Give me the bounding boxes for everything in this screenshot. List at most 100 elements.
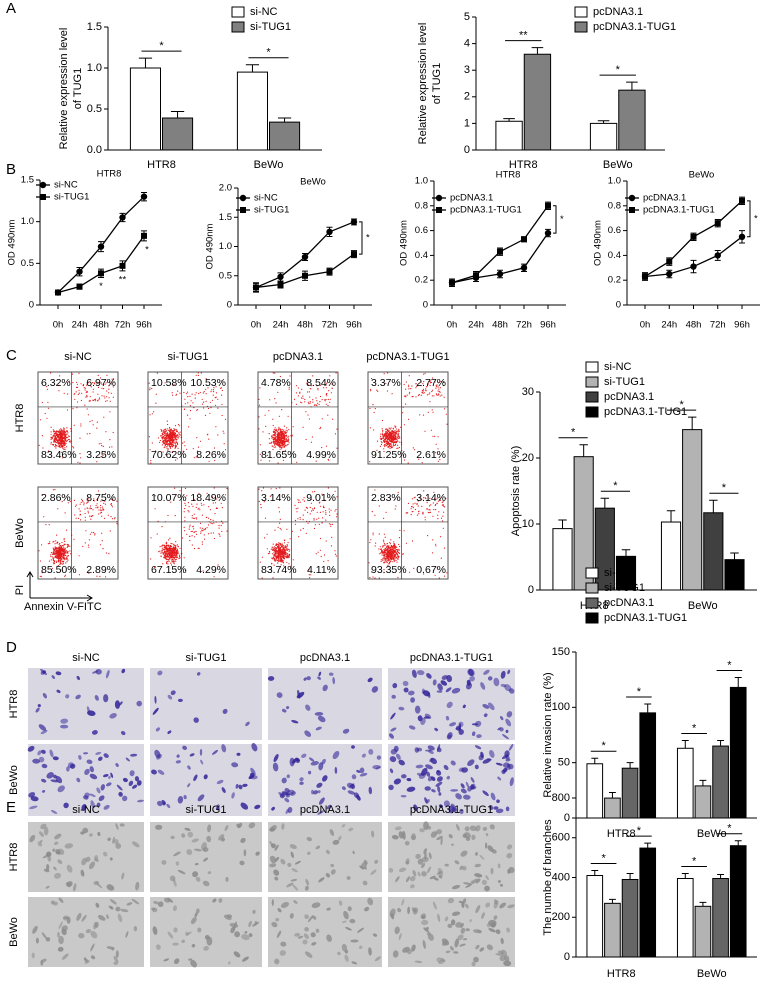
cell-dot <box>297 499 298 500</box>
cell-dot <box>385 554 386 555</box>
cell-dot <box>161 546 162 547</box>
cell-dot <box>165 429 166 430</box>
cell-dot <box>167 515 168 516</box>
cell-dot <box>397 558 398 559</box>
cell-dot <box>205 389 206 390</box>
cell-dot <box>89 433 90 434</box>
cell-dot <box>329 523 330 524</box>
cell-dot <box>55 549 56 550</box>
legend-label: pcDNA3.1-TUG1 <box>604 406 687 418</box>
quadrant-value: 2.86% <box>41 492 71 504</box>
cell-dot <box>59 436 60 437</box>
cell-dot <box>164 545 165 546</box>
cell-dot <box>286 441 287 442</box>
cell-dot <box>296 462 297 463</box>
cell-dot <box>328 399 329 400</box>
cell-dot <box>111 505 112 506</box>
bar <box>622 768 638 818</box>
cell-dot <box>221 531 222 532</box>
cell-dot <box>167 548 168 549</box>
cell-dot <box>281 445 282 446</box>
cell-dot <box>280 558 281 559</box>
cell-dot <box>94 534 95 535</box>
cell-dot <box>394 547 395 548</box>
cell-dot <box>272 435 273 436</box>
micrograph <box>150 668 262 740</box>
y-axis-label: OD 490nm <box>399 220 410 266</box>
cell-dot <box>384 373 385 374</box>
cell-dot <box>169 444 170 445</box>
cell-dot <box>287 444 288 445</box>
cell-dot <box>45 524 46 525</box>
cell-dot <box>320 396 321 397</box>
cell-dot <box>259 405 260 406</box>
cell-dot <box>298 502 299 503</box>
cell-dot <box>89 421 90 422</box>
cell-dot <box>165 433 166 434</box>
cell-dot <box>397 554 398 555</box>
cell-dot <box>170 543 171 544</box>
cell-dot <box>167 555 168 556</box>
cell-dot <box>80 504 81 505</box>
cell-dot <box>388 557 389 558</box>
data-point <box>691 234 697 240</box>
x-tick-label: HTR8 <box>147 159 176 171</box>
cell-dot <box>385 552 386 553</box>
legend-label: pcDNA3.1-TUG1 <box>450 205 522 216</box>
cell-dot <box>86 395 87 396</box>
cell-dot <box>53 431 54 432</box>
cell-dot <box>94 533 95 534</box>
cell-dot <box>186 534 187 535</box>
cell-dot <box>327 415 328 416</box>
cell-dot <box>281 441 282 442</box>
y-tick-label: 2.0 <box>219 183 232 194</box>
cell-dot <box>398 433 399 434</box>
cell-dot <box>382 431 383 432</box>
cell-dot <box>175 446 176 447</box>
cell-dot <box>163 431 164 432</box>
quadrant-value: 8.26% <box>196 449 226 461</box>
cell-dot <box>412 396 413 397</box>
data-point <box>545 203 551 209</box>
chart-title: HTR8 <box>97 169 122 180</box>
cell-dot <box>393 428 394 429</box>
cell-dot <box>282 447 283 448</box>
cell-dot <box>399 537 400 538</box>
cell-dot <box>64 432 65 433</box>
cell-dot <box>93 391 94 392</box>
cell-dot <box>303 515 304 516</box>
cell-dot <box>180 557 181 558</box>
cell-dot <box>189 506 190 507</box>
cell-dot <box>99 443 100 444</box>
cell-dot <box>157 373 158 374</box>
cell-dot <box>277 551 278 552</box>
cell-dot <box>260 444 261 445</box>
cell-dot <box>274 398 275 399</box>
cell-dot <box>172 392 173 393</box>
cell-dot <box>88 414 89 415</box>
data-point <box>327 269 333 275</box>
cell-dot <box>332 419 333 420</box>
cell-dot <box>48 543 49 544</box>
cell-dot <box>212 523 213 524</box>
cell-dot <box>63 547 64 548</box>
cell-dot <box>370 427 371 428</box>
cell-dot <box>56 430 57 431</box>
cell-dot <box>42 435 43 436</box>
cell-dot <box>396 562 397 563</box>
cell-dot <box>188 511 189 512</box>
cell-dot <box>398 544 399 545</box>
cell-dot <box>288 436 289 437</box>
cell-dot <box>262 557 263 558</box>
cell-dot <box>59 430 60 431</box>
cell-dot <box>404 530 405 531</box>
cell-dot <box>392 554 393 555</box>
cell-dot <box>325 510 326 511</box>
cell-dot <box>60 437 61 438</box>
cell-dot <box>432 390 433 391</box>
significance-mark: * <box>145 244 149 255</box>
cell-dot <box>397 577 398 578</box>
column-header: pcDNA3.1 <box>300 652 350 664</box>
cell-dot <box>304 497 305 498</box>
cell-dot <box>415 509 416 510</box>
